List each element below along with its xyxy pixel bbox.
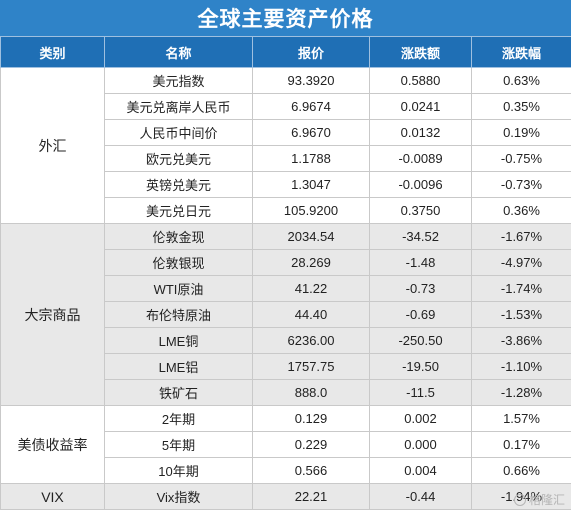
change-cell: -250.50 — [369, 327, 472, 354]
price-cell: 22.21 — [252, 483, 370, 510]
name-cell: 人民币中间价 — [104, 119, 253, 146]
price-cell: 105.9200 — [252, 197, 370, 224]
change-pct-cell: 0.35% — [471, 93, 571, 120]
change-cell: 0.004 — [369, 457, 472, 484]
table-row: 布伦特原油 44.40 -0.69 -1.53% — [1, 301, 571, 328]
change-cell: 0.000 — [369, 431, 472, 458]
price-cell: 1.3047 — [252, 171, 370, 198]
table-row: LME铝 1757.75 -19.50 -1.10% — [1, 353, 571, 380]
change-cell: -1.48 — [369, 249, 472, 276]
change-cell: 0.0241 — [369, 93, 472, 120]
name-cell: LME铜 — [104, 327, 253, 354]
name-cell: 美元兑离岸人民币 — [104, 93, 253, 120]
header-row: 类别 名称 报价 涨跌额 涨跌幅 — [0, 36, 571, 68]
table-row: LME铜 6236.00 -250.50 -3.86% — [1, 327, 571, 354]
price-cell: 1757.75 — [252, 353, 370, 380]
change-pct-cell: 0.17% — [471, 431, 571, 458]
change-cell: -0.44 — [369, 483, 472, 510]
change-pct-cell: -4.97% — [471, 249, 571, 276]
table-row: 伦敦银现 28.269 -1.48 -4.97% — [1, 249, 571, 276]
change-pct-cell: 0.63% — [471, 67, 571, 94]
price-cell: 6236.00 — [252, 327, 370, 354]
price-cell: 2034.54 — [252, 223, 370, 250]
change-pct-cell: -0.73% — [471, 171, 571, 198]
name-cell: 美元兑日元 — [104, 197, 253, 224]
table-row: 外汇 美元指数 93.3920 0.5880 0.63% — [0, 67, 571, 224]
price-cell: 0.129 — [252, 405, 370, 432]
table-body: 外汇 美元指数 93.3920 0.5880 0.63% 美元兑离岸人民币 6.9674 0.… — [0, 67, 571, 510]
asset-price-table: 类别 名称 报价 涨跌额 涨跌幅 外汇 美元指数 93.3920 0.5880 0.63… — [0, 36, 571, 510]
name-cell: 英镑兑美元 — [104, 171, 253, 198]
name-cell: 伦敦银现 — [104, 249, 253, 276]
category-cell: 美债收益率 — [0, 405, 105, 484]
change-pct-cell: 0.66% — [471, 457, 571, 484]
name-cell: 5年期 — [104, 431, 253, 458]
change-cell: -0.73 — [369, 275, 472, 302]
price-cell: 41.22 — [252, 275, 370, 302]
change-cell: -0.0096 — [369, 171, 472, 198]
table-row: 美元兑离岸人民币 6.9674 0.0241 0.35% — [1, 93, 571, 120]
watermark-text: 格隆汇 — [528, 493, 565, 507]
price-cell: 44.40 — [252, 301, 370, 328]
table-row: VIX Vix指数 22.21 -0.44 -1.94% — [0, 483, 571, 510]
change-pct-cell: 1.57% — [471, 405, 571, 432]
table-row: 人民币中间价 6.9670 0.0132 0.19% — [1, 119, 571, 146]
table-row: 英镑兑美元 1.3047 -0.0096 -0.73% — [1, 171, 571, 198]
table-row: 5年期 0.229 0.000 0.17% — [1, 431, 571, 458]
table-row: 欧元兑美元 1.1788 -0.0089 -0.75% — [1, 145, 571, 172]
price-cell: 0.566 — [252, 457, 370, 484]
watermark-logo-icon — [513, 493, 526, 506]
table-row: WTI原油 41.22 -0.73 -1.74% — [1, 275, 571, 302]
name-cell: 2年期 — [104, 405, 253, 432]
price-cell: 0.229 — [252, 431, 370, 458]
change-cell: -0.69 — [369, 301, 472, 328]
change-cell: -19.50 — [369, 353, 472, 380]
table-row: 大宗商品 伦敦金现 2034.54 -34.52 -1.67% — [0, 223, 571, 406]
name-cell: 铁矿石 — [104, 379, 253, 406]
change-pct-cell: -1.28% — [471, 379, 571, 406]
sheet-title: 全球主要资产价格 — [0, 0, 571, 36]
header-change-pct: 涨跌幅 — [471, 36, 571, 68]
name-cell: LME铝 — [104, 353, 253, 380]
name-cell: 美元指数 — [104, 67, 253, 94]
change-pct-cell: -1.67% — [471, 223, 571, 250]
header-change: 涨跌额 — [369, 36, 472, 68]
watermark: 格隆汇 — [513, 491, 565, 508]
name-cell: Vix指数 — [104, 483, 253, 510]
change-pct-cell: -1.74% — [471, 275, 571, 302]
price-cell: 28.269 — [252, 249, 370, 276]
header-category: 类别 — [0, 36, 105, 68]
name-cell: 欧元兑美元 — [104, 145, 253, 172]
change-cell: 0.002 — [369, 405, 472, 432]
change-pct-cell: 0.36% — [471, 197, 571, 224]
price-cell: 6.9670 — [252, 119, 370, 146]
name-cell: WTI原油 — [104, 275, 253, 302]
price-cell: 93.3920 — [252, 67, 370, 94]
category-cell: 大宗商品 — [0, 223, 105, 406]
change-pct-cell: -1.10% — [471, 353, 571, 380]
change-cell: -34.52 — [369, 223, 472, 250]
change-cell: 0.0132 — [369, 119, 472, 146]
name-cell: 10年期 — [104, 457, 253, 484]
category-cell: VIX — [0, 483, 105, 510]
price-cell: 6.9674 — [252, 93, 370, 120]
change-cell: -11.5 — [369, 379, 472, 406]
price-cell: 1.1788 — [252, 145, 370, 172]
change-cell: 0.3750 — [369, 197, 472, 224]
change-pct-cell: -3.86% — [471, 327, 571, 354]
price-cell: 888.0 — [252, 379, 370, 406]
change-pct-cell: -0.75% — [471, 145, 571, 172]
table-row: 美债收益率 2年期 0.129 0.002 1.57% — [0, 405, 571, 484]
header-name: 名称 — [104, 36, 253, 68]
header-price: 报价 — [252, 36, 370, 68]
change-cell: -0.0089 — [369, 145, 472, 172]
name-cell: 伦敦金现 — [104, 223, 253, 250]
change-pct-cell: -1.53% — [471, 301, 571, 328]
change-cell: 0.5880 — [369, 67, 472, 94]
category-cell: 外汇 — [0, 67, 105, 224]
change-pct-cell: 0.19% — [471, 119, 571, 146]
name-cell: 布伦特原油 — [104, 301, 253, 328]
table-row: 10年期 0.566 0.004 0.66% — [1, 457, 571, 484]
